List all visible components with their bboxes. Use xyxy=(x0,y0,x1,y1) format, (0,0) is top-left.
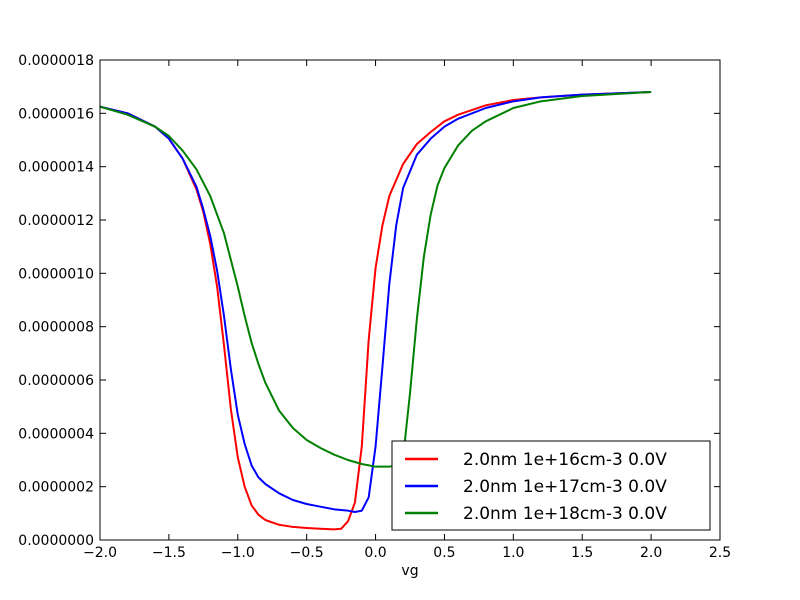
y-tick-label: 0.0000010 xyxy=(18,266,94,282)
y-tick-label: 0.0000014 xyxy=(18,160,94,176)
x-tick-label: 0.5 xyxy=(433,545,455,561)
x-tick-label: 0.0 xyxy=(364,545,386,561)
y-tick-label: 0.0000006 xyxy=(18,373,94,389)
y-tick-label: 0.0000000 xyxy=(18,533,94,549)
x-tick-label: −1.5 xyxy=(152,545,186,561)
legend-label: 2.0nm 1e+18cm-3 0.0V xyxy=(463,504,667,524)
y-tick-label: 0.0000018 xyxy=(18,53,94,69)
x-tick-label: −0.5 xyxy=(290,545,324,561)
x-axis: −2.0 −1.5 −1.0 −0.5 0.0 0.5 1.0 1.5 2.0 2.5 xyxy=(83,60,731,561)
y-tick-label: 0.0000012 xyxy=(18,213,94,229)
legend-label: 2.0nm 1e+16cm-3 0.0V xyxy=(463,450,667,470)
legend: 2.0nm 1e+16cm-3 0.0V 2.0nm 1e+17cm-3 0.0V… xyxy=(391,440,711,531)
series-line-1 xyxy=(100,91,652,531)
series-line-2 xyxy=(100,91,652,513)
y-axis: 0.0000000 0.0000002 0.0000004 0.0000006 0.00… xyxy=(18,53,720,549)
x-tick-label: −1.0 xyxy=(221,545,255,561)
y-tick-label: 0.0000008 xyxy=(18,320,94,336)
x-axis-label: vg xyxy=(401,563,418,579)
y-tick-label: 0.0000016 xyxy=(18,106,94,122)
x-tick-label: 2.5 xyxy=(709,545,731,561)
x-tick-label: −2.0 xyxy=(83,545,117,561)
axes-frame xyxy=(99,59,721,541)
series-line-3 xyxy=(100,91,652,468)
x-tick-label: 1.5 xyxy=(571,545,593,561)
legend-box xyxy=(391,440,711,531)
series-layer xyxy=(100,91,652,531)
y-tick-label: 0.0000002 xyxy=(18,480,94,496)
x-tick-label: 1.0 xyxy=(502,545,524,561)
x-tick-label: 2.0 xyxy=(640,545,662,561)
y-tick-label: 0.0000004 xyxy=(18,426,94,442)
legend-label: 2.0nm 1e+17cm-3 0.0V xyxy=(463,477,667,497)
